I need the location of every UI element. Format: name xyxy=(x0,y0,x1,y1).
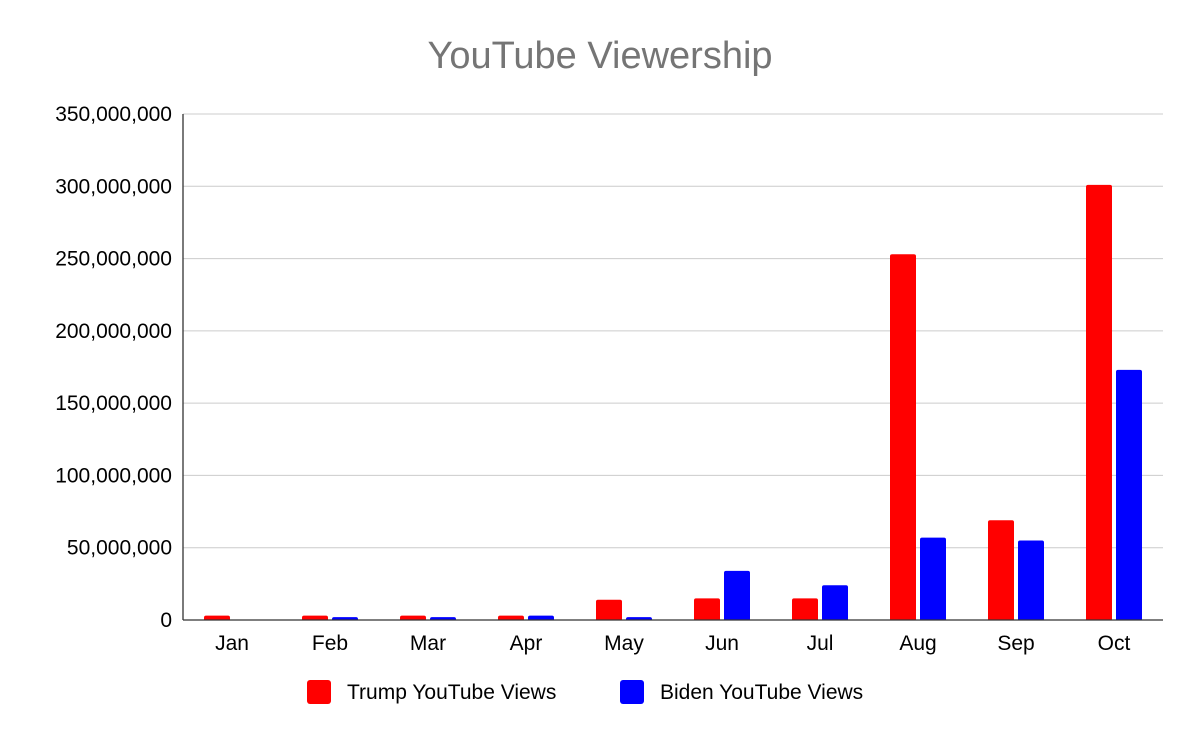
bar-biden-youtube-views-jun xyxy=(724,570,750,620)
axes xyxy=(182,114,1163,621)
x-tick-label: Feb xyxy=(312,632,348,655)
x-tick-label: Mar xyxy=(410,632,446,655)
bar-biden-youtube-views-may xyxy=(626,617,652,620)
legend-item: Biden YouTube Views xyxy=(620,680,863,704)
x-tick-label: Oct xyxy=(1098,632,1131,655)
bar-biden-youtube-views-mar xyxy=(430,617,456,620)
legend-swatch xyxy=(620,680,644,704)
bar-biden-youtube-views-apr xyxy=(528,615,554,620)
bar-trump-youtube-views-aug xyxy=(890,254,916,620)
bar-trump-youtube-views-sep xyxy=(988,520,1014,620)
x-tick-label: Apr xyxy=(510,632,543,655)
bar-trump-youtube-views-jun xyxy=(694,598,720,620)
x-tick-label: Aug xyxy=(899,632,936,655)
bar-biden-youtube-views-oct xyxy=(1116,369,1142,620)
y-tick-label: 0 xyxy=(160,609,172,632)
y-tick-label: 250,000,000 xyxy=(55,248,172,271)
bar-trump-youtube-views-may xyxy=(596,599,622,620)
y-tick-label: 300,000,000 xyxy=(55,175,172,198)
chart-title: YouTube Viewership xyxy=(427,35,772,77)
bar-trump-youtube-views-apr xyxy=(498,615,524,620)
x-tick-label: Jun xyxy=(705,632,739,655)
x-tick-label: Jan xyxy=(215,632,249,655)
y-tick-label: 200,000,000 xyxy=(55,320,172,343)
legend: Trump YouTube Views Biden YouTube Views xyxy=(307,680,863,704)
x-axis-tick-labels: Jan Feb Mar Apr May Jun Jul Aug Sep Oct xyxy=(215,632,1130,655)
bars xyxy=(204,184,1142,620)
y-tick-label: 350,000,000 xyxy=(55,103,172,126)
y-tick-label: 50,000,000 xyxy=(67,537,172,560)
bar-trump-youtube-views-mar xyxy=(400,615,426,620)
bar-biden-youtube-views-jul xyxy=(822,585,848,620)
legend-swatch xyxy=(307,680,331,704)
bar-biden-youtube-views-sep xyxy=(1018,540,1044,620)
x-tick-label: Sep xyxy=(997,632,1034,655)
bar-trump-youtube-views-jul xyxy=(792,598,818,620)
legend-item: Trump YouTube Views xyxy=(307,680,556,704)
y-tick-label: 100,000,000 xyxy=(55,464,172,487)
bar-trump-youtube-views-jan xyxy=(204,615,230,620)
bar-biden-youtube-views-feb xyxy=(332,617,358,620)
y-axis-tick-labels: 0 50,000,000 100,000,000 150,000,000 200,000… xyxy=(55,103,172,632)
legend-label: Biden YouTube Views xyxy=(660,681,863,704)
legend-label: Trump YouTube Views xyxy=(347,681,556,704)
x-tick-label: May xyxy=(604,632,644,655)
bar-trump-youtube-views-oct xyxy=(1086,184,1112,620)
gridlines xyxy=(183,113,1163,549)
y-tick-label: 150,000,000 xyxy=(55,392,172,415)
x-tick-label: Jul xyxy=(807,632,834,655)
bar-biden-youtube-views-aug xyxy=(920,537,946,620)
bar-trump-youtube-views-feb xyxy=(302,615,328,620)
